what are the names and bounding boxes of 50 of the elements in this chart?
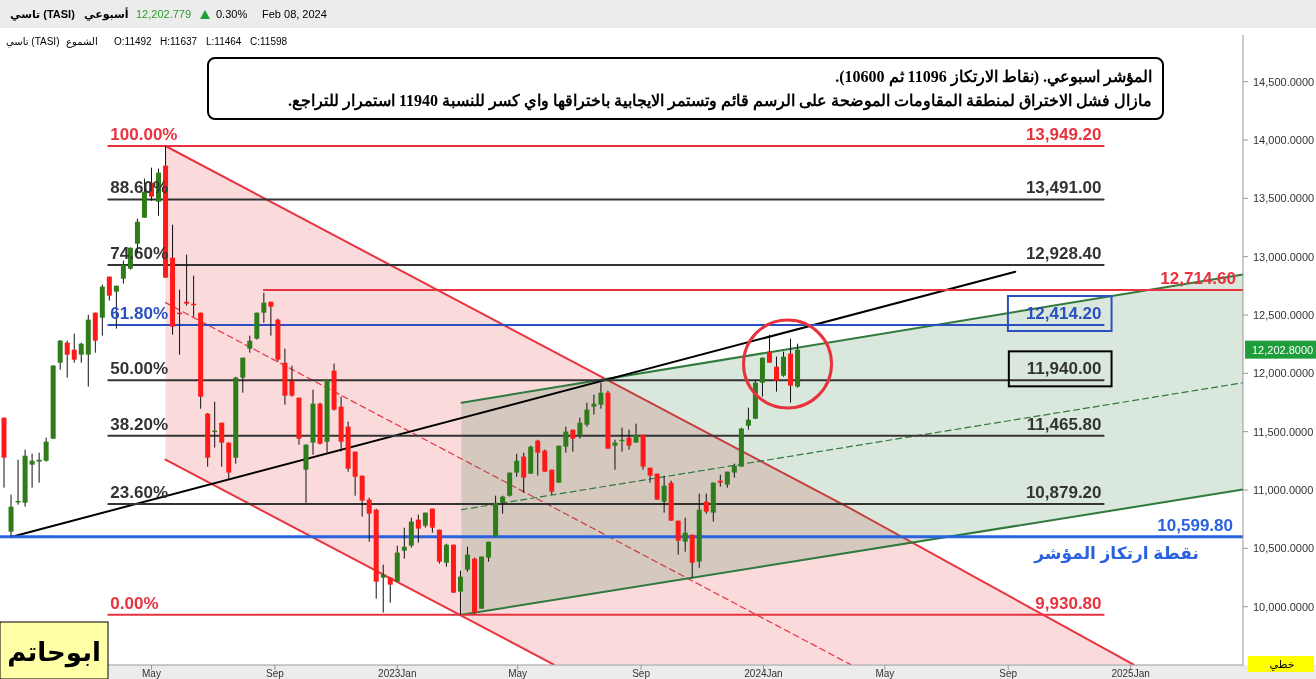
y-tick-label: 11,500.0000: [1253, 425, 1314, 438]
annotation: 10,879.20: [1025, 483, 1102, 503]
x-tick-label: 2023Jan: [378, 668, 417, 679]
text: المؤشر اسبوعي. (نقاط الارتكاز 11096 ثم 10600).: [835, 68, 1152, 87]
annotation: 38.20%: [110, 414, 169, 434]
annotation: O:11492: [114, 36, 153, 47]
y-tick-label: 12,000.0000: [1253, 367, 1315, 380]
text: 0.30%: [216, 8, 248, 20]
annotation: H:11637: [160, 36, 198, 47]
annotation: ابوحاتم: [7, 637, 101, 668]
x-tick-label: 2025Jan: [1111, 668, 1150, 679]
y-tick-label: 12,500.0000: [1253, 309, 1315, 321]
annotation: 13,949.20: [1025, 124, 1102, 144]
y-tick-label: 14,000.0000: [1253, 134, 1315, 146]
x-tick-label: Sep: [632, 668, 651, 679]
annotation: 100.00%: [110, 124, 178, 144]
annotation: 50.00%: [110, 359, 169, 379]
y-tick-label: 10,500.0000: [1253, 542, 1315, 555]
annotation: L:11464: [206, 36, 242, 47]
annotation: تاسي (TASI): [6, 36, 60, 48]
x-tick-label: May: [142, 668, 161, 679]
text: Feb 08, 2024: [262, 8, 327, 20]
annotation: 12,414.20: [1025, 304, 1102, 324]
annotation: 9,930.80: [1035, 593, 1102, 613]
text: أسبوعي: [84, 7, 129, 21]
text: مازال فشل الاختراق لمنطقة المقاومات الموضحة على الرسم قائم وتستمر الايجابية باختراقها واي كسر للنسبة 11940 استمرار للتراجع.: [287, 92, 1152, 111]
text: خطي: [1269, 658, 1295, 671]
annotation: 23.60%: [110, 483, 169, 503]
y-tick-label: 14,500.0000: [1253, 75, 1315, 88]
text: 12,202.779: [136, 8, 192, 20]
x-tick-label: Sep: [999, 668, 1018, 679]
y-tick-label: 11,000.0000: [1253, 484, 1314, 496]
x-tick-label: May: [508, 668, 528, 679]
annotation: 13,491.00: [1025, 178, 1102, 198]
y-tick-label: 10,000.0000: [1253, 600, 1315, 613]
text: تاسي (TASI): [10, 8, 76, 21]
x-tick-label: May: [875, 668, 895, 679]
annotation: 12,928.40: [1025, 244, 1102, 264]
text: 12,202.8000: [1252, 343, 1314, 356]
annotation: C:11598: [250, 36, 288, 47]
x-tick-label: Sep: [265, 668, 285, 679]
annotation: 0.00%: [110, 593, 159, 613]
annotation: 11,940.00: [1026, 359, 1102, 379]
ref-line-label: 10,599.80: [1157, 515, 1233, 535]
annotation: الشموع: [66, 36, 98, 48]
y-tick-label: 13,000.0000: [1253, 250, 1315, 263]
annotation: 11,465.80: [1026, 414, 1102, 434]
annotation: نقطة ارتكاز المؤشر: [1033, 543, 1199, 564]
x-tick-label: 2024Jan: [744, 668, 783, 679]
y-tick-label: 13,500.0000: [1253, 192, 1315, 205]
